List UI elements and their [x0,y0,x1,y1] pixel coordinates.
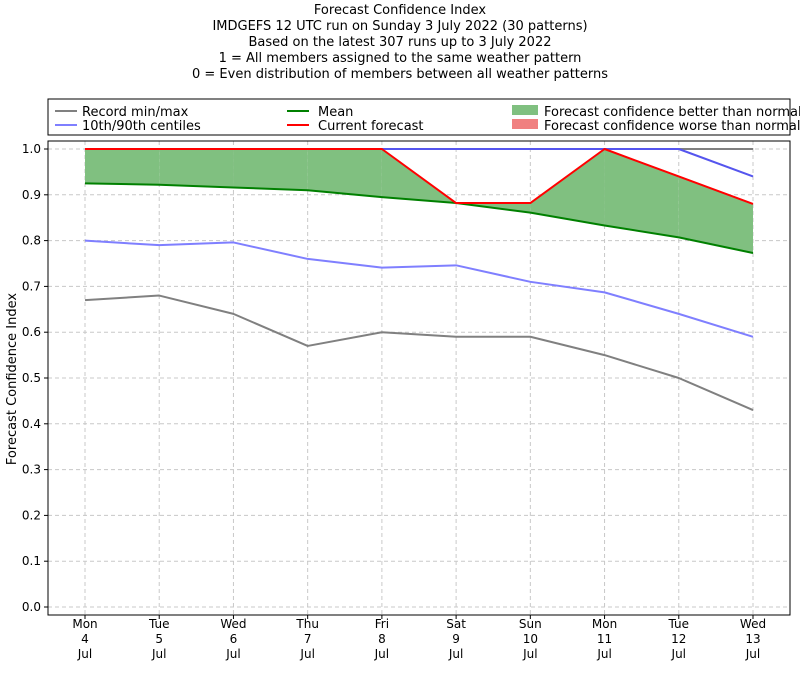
x-tick-label: Wed [220,617,246,631]
title-line-5: 0 = Even distribution of members between… [191,67,609,82]
x-tick-label: Jul [448,647,463,661]
legend-entry-worse: Forecast confidence worse than normal [512,119,800,134]
legend-label-centiles: 10th/90th centiles [82,119,201,134]
x-tick-label: Thu [295,617,319,631]
y-tick-label: 0.4 [22,417,41,431]
legend: Record min/max 10th/90th centiles Mean C… [47,98,800,136]
title-line-4: 1 = All members assigned to the same wea… [218,51,582,66]
x-tick-label: Sat [446,617,466,631]
y-tick-label: 0.0 [22,600,41,614]
title-line-1: Forecast Confidence Index [313,3,487,18]
legend-entry-better: Forecast confidence better than normal [512,105,800,120]
y-tick-label: 0.5 [22,371,41,385]
series-line-current [85,148,754,205]
x-tick-label: 12 [671,632,686,646]
x-tick-label: Jul [596,647,611,661]
legend-entry-mean: Mean [287,105,353,120]
better-than-normal-fill [159,149,234,188]
legend-label-mean: Mean [318,105,353,120]
x-tick-label: Jul [151,647,166,661]
title-line-3: Based on the latest 307 runs up to 3 Jul… [248,35,552,50]
series-line-record-min [84,294,754,411]
x-tick-label: Jul [671,647,686,661]
better-than-normal-fill [307,149,382,198]
x-tick-label: 5 [155,632,163,646]
y-tick-label: 0.1 [22,554,41,568]
x-tick-label: Mon [72,617,97,631]
better-than-normal-fill [604,149,679,238]
legend-swatch-worse [512,119,538,129]
y-tick-label: 1.0 [22,142,41,156]
series-lines [84,148,754,411]
series-line-mean [84,182,754,254]
legend-entry-centiles: 10th/90th centiles [55,119,201,134]
x-tick-label: Tue [668,617,690,631]
better-than-normal-fill [530,149,605,226]
y-tick-label: 0.2 [22,508,41,522]
x-tick-label: Jul [77,647,92,661]
y-tick-label: 0.9 [22,188,41,202]
y-tick-label: 0.8 [22,234,41,248]
axis-ticks: 0.00.10.20.30.40.50.60.70.80.91.0Mon4Jul… [22,142,766,661]
x-tick-label: Fri [375,617,389,631]
legend-label-worse: Forecast confidence worse than normal [544,119,800,134]
x-tick-label: Tue [148,617,170,631]
plot-frame [47,140,791,616]
x-tick-label: 8 [378,632,386,646]
y-tick-label: 0.6 [22,325,41,339]
better-than-normal-fill [233,149,308,191]
x-tick-label: Jul [522,647,537,661]
legend-frame [47,98,791,136]
x-tick-label: Jul [225,647,240,661]
better-than-normal-fill [678,176,753,253]
x-tick-label: Jul [299,647,314,661]
chart-title: Forecast Confidence Index IMDGEFS 12 UTC… [0,3,800,83]
title-line-2: IMDGEFS 12 UTC run on Sunday 3 July 2022… [212,19,588,34]
legend-swatch-better [512,105,538,115]
x-tick-label: Sun [519,617,542,631]
x-tick-label: 7 [304,632,312,646]
legend-label-better: Forecast confidence better than normal [544,105,800,120]
y-axis-label: Forecast Confidence Index [5,293,20,465]
legend-label-record: Record min/max [82,105,189,120]
legend-label-current: Current forecast [318,119,424,134]
x-tick-label: 10 [523,632,538,646]
x-tick-label: 4 [81,632,89,646]
legend-entry-record: Record min/max [55,105,189,120]
x-tick-label: 6 [230,632,238,646]
x-tick-label: 11 [597,632,612,646]
x-tick-label: Jul [745,647,760,661]
x-tick-label: Jul [374,647,389,661]
better-than-normal-fill [85,149,160,185]
y-tick-label: 0.3 [22,463,41,477]
x-tick-label: 13 [745,632,760,646]
legend-entry-current: Current forecast [287,119,424,134]
series-line-p10 [84,239,754,338]
y-tick-label: 0.7 [22,279,41,293]
x-tick-label: Mon [592,617,617,631]
x-tick-label: Wed [740,617,766,631]
x-tick-label: 9 [452,632,460,646]
